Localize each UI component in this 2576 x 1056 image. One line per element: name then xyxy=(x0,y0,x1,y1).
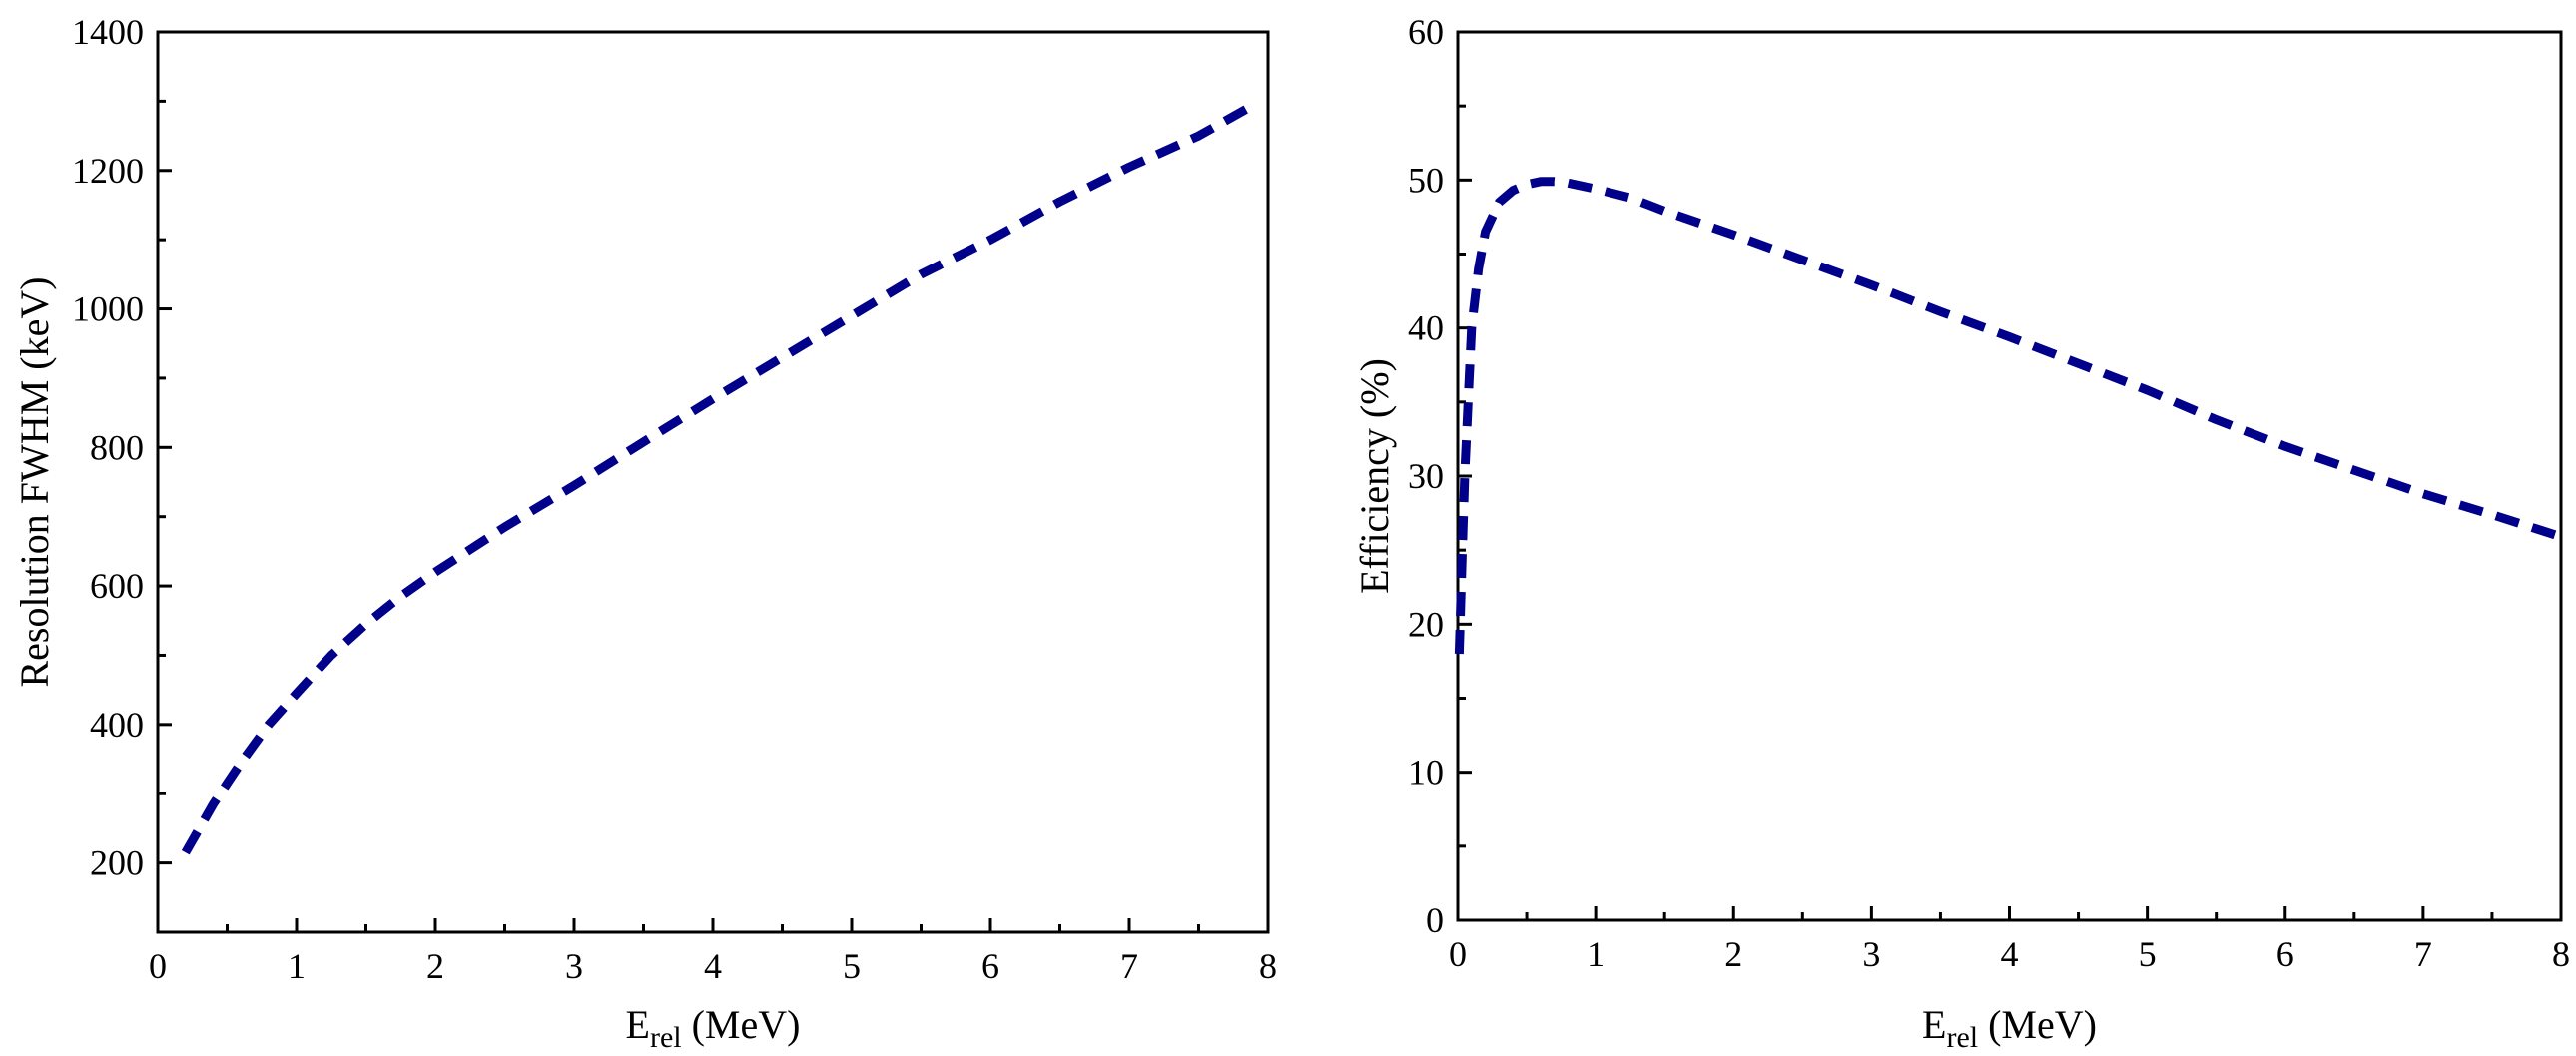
x-tick-label: 4 xyxy=(2001,934,2019,974)
x-tick-label: 3 xyxy=(1862,934,1880,974)
y-tick-label: 800 xyxy=(90,427,144,467)
x-tick-label: 2 xyxy=(426,946,444,986)
y-tick-label: 0 xyxy=(1426,900,1444,940)
y-axis-label: Efficiency (%) xyxy=(1352,358,1397,594)
y-tick-label: 40 xyxy=(1408,308,1444,348)
x-tick-label: 2 xyxy=(1724,934,1742,974)
y-tick-label: 10 xyxy=(1408,753,1444,792)
y-tick-label: 20 xyxy=(1408,604,1444,644)
y-tick-label: 400 xyxy=(90,705,144,745)
resolution-chart: 0 1 2 3 4 5 6 7 8 200 400 600 800 1000 1200 1400 Erel (M… xyxy=(12,12,1277,1054)
y-tick-label: 60 xyxy=(1408,12,1444,52)
y-tick-label: 1200 xyxy=(72,151,144,191)
x-tick-label: 6 xyxy=(2276,934,2294,974)
x-tick-label: 0 xyxy=(149,946,167,986)
y-axis-label: Resolution FWHM (keV) xyxy=(12,276,57,687)
y-tick-label: 30 xyxy=(1408,456,1444,496)
x-tick-label: 4 xyxy=(704,946,722,986)
y-tick-label: 1400 xyxy=(72,12,144,52)
efficiency-chart: 0 1 2 3 4 5 6 7 8 0 10 20 30 40 50 60 Erel (MeV) Efficien… xyxy=(1352,12,2570,1054)
y-tick-label: 50 xyxy=(1408,160,1444,200)
x-tick-label: 7 xyxy=(1120,946,1138,986)
x-axis-label: Erel (MeV) xyxy=(1922,1002,2097,1054)
plot-frame xyxy=(1456,30,2563,922)
series-line xyxy=(181,100,1257,855)
x-tick-label: 5 xyxy=(2139,934,2157,974)
x-tick-label: 3 xyxy=(565,946,583,986)
x-tick-label: 0 xyxy=(1449,934,1467,974)
x-tick-label: 8 xyxy=(2552,934,2570,974)
x-tick-label: 6 xyxy=(981,946,999,986)
x-tick-label: 1 xyxy=(1587,934,1605,974)
x-axis-label: Erel (MeV) xyxy=(626,1002,801,1054)
x-tick-label: 5 xyxy=(843,946,861,986)
x-tick-label: 1 xyxy=(288,946,306,986)
y-tick-label: 1000 xyxy=(72,289,144,329)
x-tick-label: 8 xyxy=(1259,946,1277,986)
plot-frame xyxy=(156,30,1270,934)
y-tick-label: 200 xyxy=(90,843,144,883)
x-tick-label: 7 xyxy=(2414,934,2432,974)
y-tick-label: 600 xyxy=(90,566,144,606)
series-line xyxy=(1454,177,2563,655)
